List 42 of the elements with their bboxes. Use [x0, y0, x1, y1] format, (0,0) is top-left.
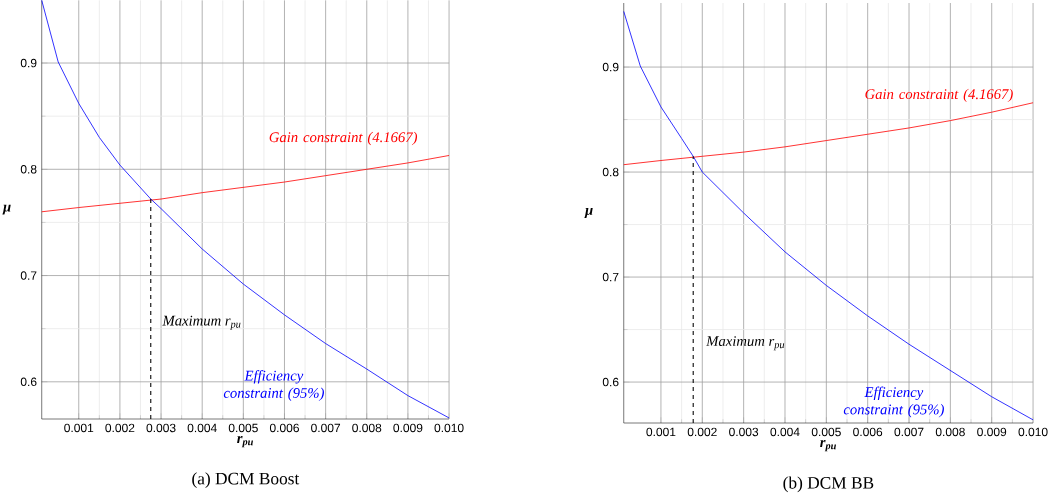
series-label: Gain constraint (4.1667): [865, 88, 1013, 103]
x-tick-label: 0.003: [729, 427, 759, 437]
x-tick-label: 0.007: [311, 423, 341, 433]
y-tick-label: 0.9: [20, 58, 37, 68]
y-tick-label: 0.6: [20, 377, 37, 387]
x-tick-label: 0.001: [64, 423, 94, 433]
x-tick-label: 0.010: [434, 423, 464, 433]
y-axis-title: μ: [2, 204, 11, 215]
text: (b) DCM BB: [783, 476, 874, 493]
series-label: Gain constraint (4.1667): [269, 131, 418, 146]
x-tick-label: 0.009: [977, 427, 1007, 437]
x-tick-label: 0.002: [105, 423, 135, 433]
annotation: Maximum r$_{pu}$: [706, 336, 785, 351]
y-tick-label: 0.8: [602, 167, 619, 177]
x-tick-label: 0.005: [811, 427, 841, 437]
series-label: Efficiency constraint (95%): [843, 386, 944, 418]
y-tick-label: 0.9: [602, 62, 619, 72]
x-tick-label: 0.001: [646, 427, 676, 437]
x-tick-label: 0.004: [770, 427, 800, 437]
y-axis-title: μ: [584, 208, 593, 218]
line-series: [623, 102, 1034, 166]
x-axis-title: r$_{pu}$: [820, 440, 837, 452]
line-series: [41, 0, 450, 419]
x-tick-label: 0.002: [687, 427, 717, 437]
y-tick-label: 0.8: [20, 165, 37, 174]
x-tick-label: 0.006: [269, 423, 299, 433]
x-tick-label: 0.008: [352, 423, 382, 433]
x-tick-label: 0.004: [187, 423, 217, 433]
x-tick-label: 0.006: [853, 427, 883, 437]
x-tick-label: 0.003: [146, 423, 176, 433]
annotation: Maximum r$_{pu}$: [162, 315, 241, 330]
y-tick-label: 0.7: [602, 272, 619, 282]
x-tick-label: 0.010: [1018, 427, 1048, 437]
x-tick-label: 0.009: [393, 423, 423, 433]
x-tick-label: 0.008: [935, 427, 965, 437]
text: (a) DCM Boost: [192, 472, 300, 488]
x-tick-label: 0.005: [228, 423, 258, 433]
y-tick-label: 0.6: [602, 377, 619, 387]
y-tick-label: 0.7: [20, 271, 37, 280]
x-tick-label: 0.007: [894, 427, 924, 437]
x-axis-title: r$_{pu}$: [237, 436, 253, 448]
series-label: Efficiency constraint (95%): [223, 370, 324, 401]
